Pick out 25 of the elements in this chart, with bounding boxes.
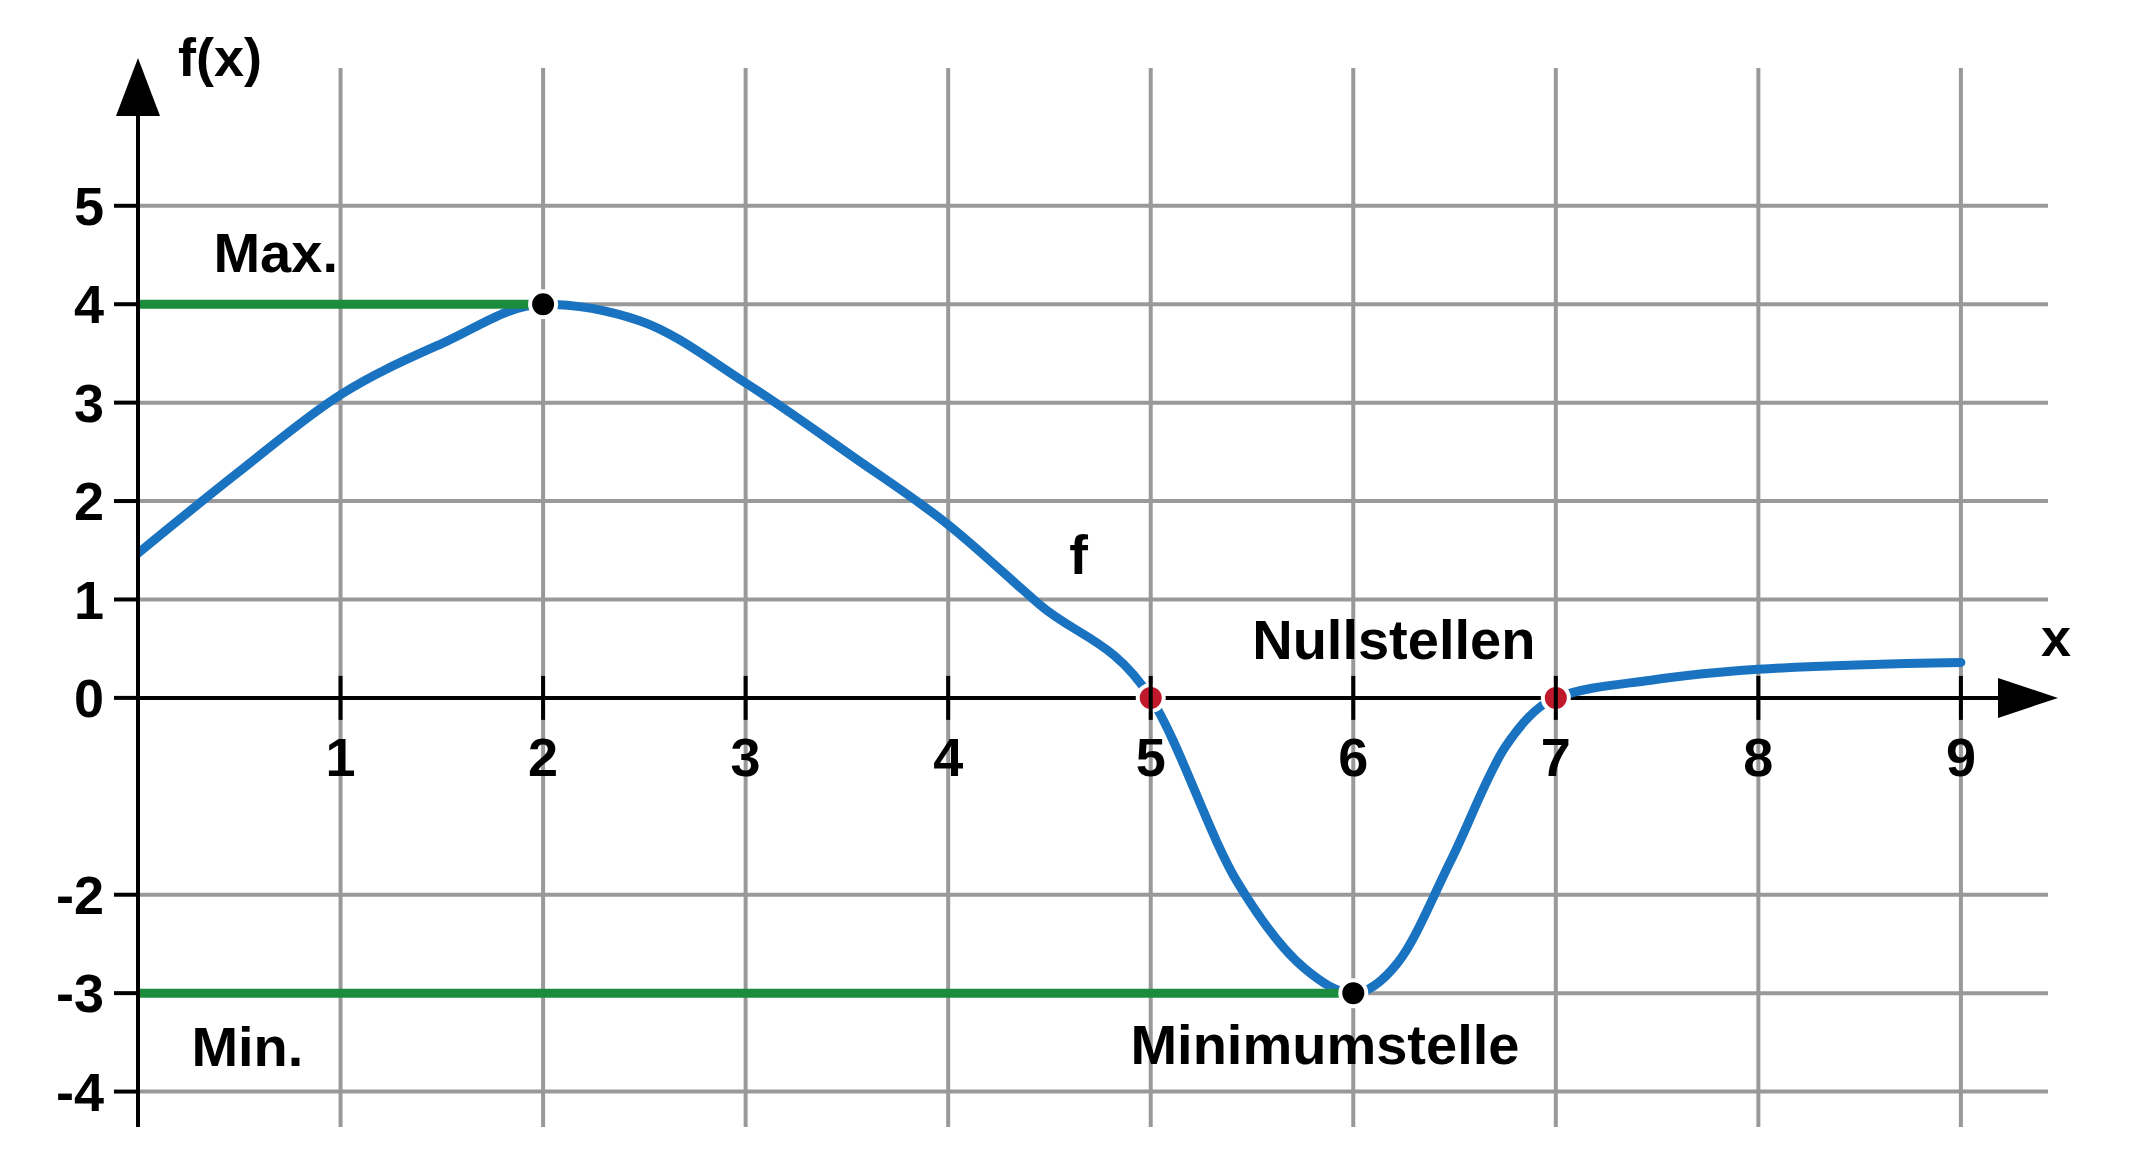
y-tick-label: 4 — [73, 274, 104, 335]
x-tick-label: 3 — [730, 726, 761, 787]
annotation: Min. — [191, 1015, 304, 1079]
y-axis-title: f(x) — [178, 27, 262, 87]
x-tick-label: 6 — [1338, 726, 1369, 787]
y-tick-label: 0 — [73, 668, 104, 729]
y-tick-label: -3 — [55, 963, 104, 1024]
x-tick-label: 9 — [1945, 726, 1976, 787]
x-tick-label: 1 — [325, 726, 356, 787]
annotation: Max. — [213, 221, 338, 285]
x-tick-label: 4 — [933, 726, 964, 787]
y-tick-label: 3 — [73, 372, 104, 433]
x-axis-title: x — [2040, 606, 2072, 667]
y-tick-label: 5 — [73, 175, 104, 236]
x-tick-label: 5 — [1135, 726, 1166, 787]
y-tick-label: -2 — [55, 864, 104, 925]
x-tick-label: 2 — [528, 726, 559, 787]
y-tick-label: 1 — [73, 569, 104, 630]
annotation: Nullstellen — [1252, 607, 1536, 671]
annotation: Minimumstelle — [1130, 1013, 1520, 1077]
series-label: f — [1069, 523, 1089, 587]
x-tick-label: 7 — [1540, 726, 1571, 787]
y-tick-label: 2 — [73, 471, 104, 532]
x-tick-label: 8 — [1743, 726, 1774, 787]
y-tick-label: -4 — [55, 1061, 104, 1122]
